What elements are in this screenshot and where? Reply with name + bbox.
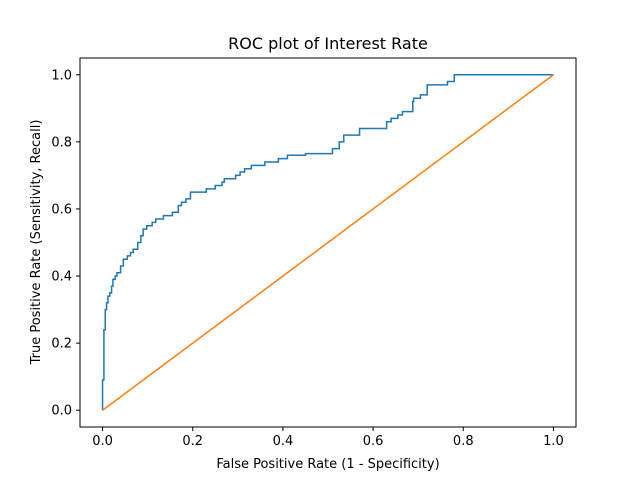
x-axis-label: False Positive Rate (1 - Specificity) bbox=[216, 457, 439, 472]
x-tick-label: 0.4 bbox=[273, 434, 294, 449]
y-tick-label: 0.2 bbox=[51, 337, 72, 352]
x-tick-label: 0.8 bbox=[453, 434, 474, 449]
chart-title: ROC plot of Interest Rate bbox=[228, 34, 428, 53]
y-tick-label: 0.4 bbox=[51, 270, 72, 285]
y-tick-label: 0.8 bbox=[51, 135, 72, 150]
y-axis-label: True Positive Rate (Sensitivity, Recall) bbox=[29, 120, 44, 366]
y-tick-label: 0.6 bbox=[51, 202, 72, 217]
y-tick-label: 0.0 bbox=[51, 404, 72, 419]
chance-diagonal-line bbox=[102, 74, 554, 411]
x-tick-label: 0.6 bbox=[363, 434, 384, 449]
x-tick-label: 0.2 bbox=[182, 434, 203, 449]
roc-curve-line bbox=[101, 74, 554, 411]
axis-ticks: 0.0 0.2 0.4 0.6 0.8 1.0 0.0 0.2 0.4 0.6 0.8 1.0 bbox=[51, 68, 563, 449]
x-tick-label: 0.0 bbox=[92, 434, 113, 449]
x-tick-label: 1.0 bbox=[543, 434, 564, 449]
axes-frame bbox=[79, 57, 577, 428]
y-tick-label: 1.0 bbox=[51, 68, 72, 83]
plot-area bbox=[79, 57, 577, 428]
